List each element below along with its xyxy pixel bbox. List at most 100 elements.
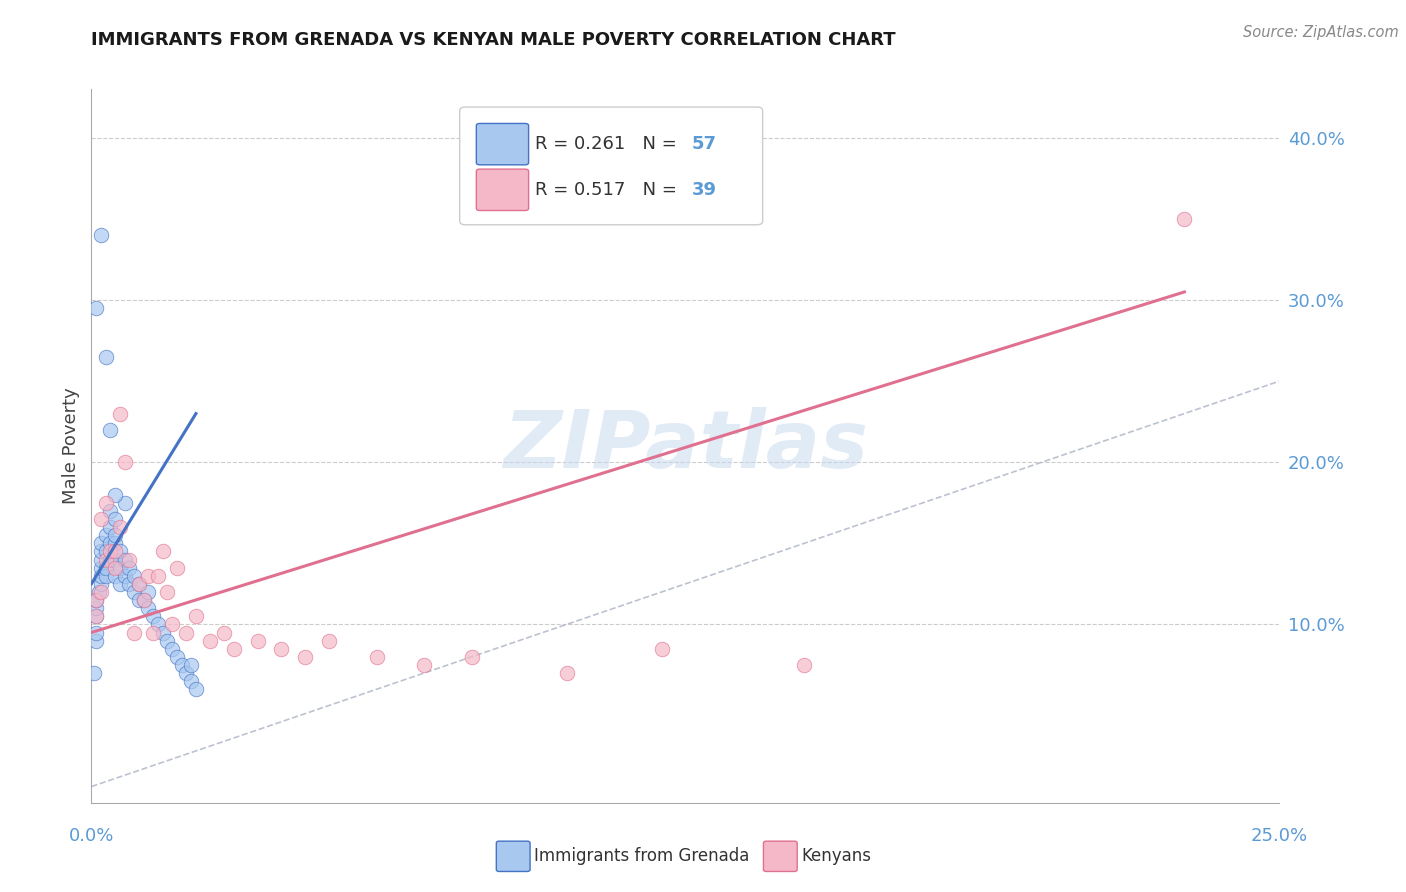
Point <box>90 585 112 599</box>
Point <box>118 577 141 591</box>
Point <box>104 552 127 566</box>
Point <box>84 593 107 607</box>
Point <box>83 666 105 681</box>
Point <box>166 649 188 664</box>
Point <box>108 407 131 421</box>
Point <box>176 625 198 640</box>
Point <box>793 657 815 672</box>
Point <box>132 593 155 607</box>
Point <box>94 560 117 574</box>
Point <box>104 560 127 574</box>
Point <box>184 682 207 697</box>
Text: R = 0.517   N =: R = 0.517 N = <box>534 181 682 199</box>
Point <box>114 552 136 566</box>
Text: Kenyans: Kenyans <box>801 847 872 865</box>
Point <box>122 625 145 640</box>
Point <box>84 593 107 607</box>
Point <box>222 641 245 656</box>
Point <box>413 657 436 672</box>
Point <box>100 423 122 437</box>
Point <box>160 641 183 656</box>
Point <box>156 633 179 648</box>
Point <box>180 674 202 689</box>
Point <box>142 609 165 624</box>
Point <box>90 577 112 591</box>
Text: Source: ZipAtlas.com: Source: ZipAtlas.com <box>1243 25 1399 40</box>
Point <box>108 520 131 534</box>
Point <box>100 536 122 550</box>
Point <box>100 520 122 534</box>
Point <box>270 641 292 656</box>
Point <box>90 536 112 550</box>
Point <box>214 625 236 640</box>
Point <box>246 633 269 648</box>
Point <box>90 568 112 582</box>
Point <box>132 593 155 607</box>
Point <box>108 560 131 574</box>
Point <box>138 601 160 615</box>
Text: R = 0.261   N =: R = 0.261 N = <box>534 136 682 153</box>
Text: 0.0%: 0.0% <box>69 827 114 845</box>
Point <box>84 633 107 648</box>
Point <box>108 577 131 591</box>
Point <box>294 649 316 664</box>
Point <box>138 568 160 582</box>
Point <box>651 641 673 656</box>
Point <box>142 625 165 640</box>
Point <box>118 552 141 566</box>
Point <box>104 544 127 558</box>
Point <box>318 633 340 648</box>
Y-axis label: Male Poverty: Male Poverty <box>62 388 80 504</box>
Point <box>100 504 122 518</box>
Point <box>555 666 578 681</box>
Point <box>122 568 145 582</box>
Point <box>166 560 188 574</box>
Point <box>152 544 174 558</box>
Point <box>176 666 198 681</box>
FancyBboxPatch shape <box>477 169 529 211</box>
Point <box>184 609 207 624</box>
Text: ZIPatlas: ZIPatlas <box>503 407 868 485</box>
Point <box>146 617 169 632</box>
Text: Immigrants from Grenada: Immigrants from Grenada <box>534 847 749 865</box>
Text: 57: 57 <box>692 136 717 153</box>
Point <box>1173 211 1195 226</box>
Point <box>94 496 117 510</box>
Point <box>108 544 131 558</box>
Point <box>84 601 107 615</box>
Point <box>152 625 174 640</box>
Point <box>94 568 117 582</box>
Point <box>128 577 150 591</box>
Point <box>146 568 169 582</box>
Point <box>104 488 127 502</box>
Point <box>114 568 136 582</box>
Point <box>180 657 202 672</box>
Point <box>84 609 107 624</box>
Point <box>94 544 117 558</box>
Point <box>156 585 179 599</box>
Point <box>128 577 150 591</box>
Point <box>138 585 160 599</box>
Point <box>84 609 107 624</box>
Point <box>104 512 127 526</box>
Point <box>90 512 112 526</box>
Point <box>90 544 112 558</box>
Point <box>460 649 482 664</box>
Text: 39: 39 <box>692 181 717 199</box>
Text: 25.0%: 25.0% <box>1251 827 1308 845</box>
Point <box>84 301 107 315</box>
Point <box>84 625 107 640</box>
Point <box>90 228 112 243</box>
FancyBboxPatch shape <box>460 107 762 225</box>
Point <box>94 350 117 364</box>
Point <box>160 617 183 632</box>
Point <box>114 496 136 510</box>
Point <box>94 552 117 566</box>
Point <box>104 528 127 542</box>
Point <box>118 560 141 574</box>
Point <box>87 585 110 599</box>
Point <box>90 552 112 566</box>
Point <box>100 544 122 558</box>
Point <box>104 536 127 550</box>
Point <box>200 633 222 648</box>
